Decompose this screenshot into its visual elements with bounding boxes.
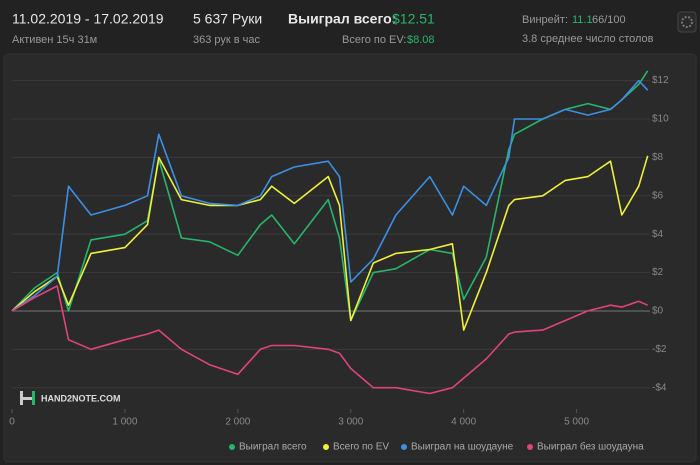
- series-line: [11, 155, 649, 331]
- settings-gear[interactable]: [681, 16, 693, 28]
- legend-swatch[interactable]: [323, 444, 329, 450]
- y-tick-label: -$4: [652, 382, 667, 393]
- legend-item[interactable]: Выиграл всего: [229, 442, 307, 453]
- chart-panel: [3, 53, 697, 463]
- legend-label[interactable]: Всего по EV: [333, 442, 389, 453]
- avg-tables: 3.8 среднее число столов: [522, 33, 654, 45]
- legend-label[interactable]: Выиграл без шоудауна: [537, 441, 644, 453]
- y-tick-label: -$2: [652, 344, 667, 355]
- y-tick-label: $6: [652, 190, 664, 201]
- won-label: Выиграл всего:: [288, 11, 396, 27]
- legend-label[interactable]: Выиграл на шоудауне: [411, 442, 514, 453]
- logo-icon: [32, 391, 35, 405]
- ev-value: $8.08: [407, 34, 435, 46]
- x-tick-label: 5 000: [564, 417, 589, 428]
- won-value: $12.51: [392, 11, 435, 27]
- x-tick-label: 1 000: [112, 417, 137, 428]
- legend-item[interactable]: Выиграл на шоудауне: [401, 442, 514, 453]
- date-range: 11.02.2019 - 17.02.2019: [12, 11, 164, 27]
- series-line: [11, 285, 649, 395]
- x-tick-label: 0: [9, 417, 15, 428]
- logo-text: HAND2NOTE.COM: [41, 393, 121, 403]
- legend-swatch[interactable]: [527, 444, 533, 450]
- legend-label[interactable]: Выиграл всего: [239, 442, 307, 453]
- logo: HAND2NOTE.COM: [20, 391, 121, 405]
- legend-item[interactable]: Всего по EV: [323, 442, 389, 453]
- logo-icon: [20, 397, 32, 400]
- y-tick-label: $4: [652, 229, 664, 240]
- settings-box[interactable]: [677, 11, 697, 33]
- winrate-label: Винрейт:: [522, 14, 568, 26]
- legend-item[interactable]: Выиграл без шоудауна: [527, 441, 644, 453]
- winrate-ratio: 66/100: [592, 14, 626, 26]
- x-tick-label: 4 000: [451, 417, 476, 428]
- legend-swatch[interactable]: [401, 444, 407, 450]
- hands: 5 637 Руки: [193, 11, 262, 27]
- settings-button[interactable]: [677, 11, 697, 33]
- y-tick-label: $10: [652, 114, 669, 125]
- winrate-value: 11.1: [572, 14, 593, 26]
- x-tick-label: 2 000: [225, 417, 250, 428]
- series-line: [11, 79, 649, 312]
- y-tick-label: $12: [652, 75, 669, 86]
- y-tick-label: $0: [652, 306, 664, 317]
- hands-per-hour: 363 рук в час: [193, 34, 261, 46]
- y-tick-label: $2: [652, 267, 664, 278]
- ev-label: Всего по EV:: [342, 34, 406, 46]
- active-time: Активен 15ч 31м: [12, 34, 97, 46]
- legend-swatch[interactable]: [229, 444, 235, 450]
- y-tick-label: $8: [652, 152, 664, 163]
- x-tick-label: 3 000: [338, 417, 363, 428]
